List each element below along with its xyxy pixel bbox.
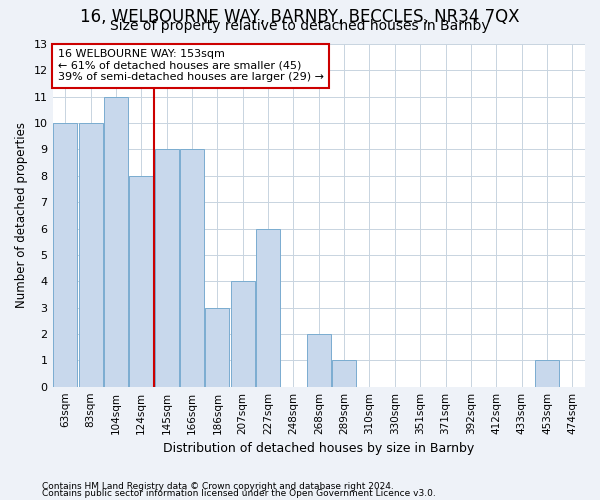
- Bar: [230, 281, 255, 386]
- Bar: [79, 123, 103, 386]
- Bar: [535, 360, 559, 386]
- Bar: [155, 150, 179, 386]
- Text: 16 WELBOURNE WAY: 153sqm
← 61% of detached houses are smaller (45)
39% of semi-d: 16 WELBOURNE WAY: 153sqm ← 61% of detach…: [58, 49, 324, 82]
- Bar: [307, 334, 331, 386]
- X-axis label: Distribution of detached houses by size in Barnby: Distribution of detached houses by size …: [163, 442, 475, 455]
- Text: Contains HM Land Registry data © Crown copyright and database right 2024.: Contains HM Land Registry data © Crown c…: [42, 482, 394, 491]
- Text: Size of property relative to detached houses in Barnby: Size of property relative to detached ho…: [110, 19, 490, 33]
- Y-axis label: Number of detached properties: Number of detached properties: [15, 122, 28, 308]
- Bar: [53, 123, 77, 386]
- Bar: [104, 96, 128, 387]
- Bar: [129, 176, 154, 386]
- Text: Contains public sector information licensed under the Open Government Licence v3: Contains public sector information licen…: [42, 489, 436, 498]
- Bar: [205, 308, 229, 386]
- Bar: [332, 360, 356, 386]
- Text: 16, WELBOURNE WAY, BARNBY, BECCLES, NR34 7QX: 16, WELBOURNE WAY, BARNBY, BECCLES, NR34…: [80, 8, 520, 26]
- Bar: [180, 150, 204, 386]
- Bar: [256, 228, 280, 386]
